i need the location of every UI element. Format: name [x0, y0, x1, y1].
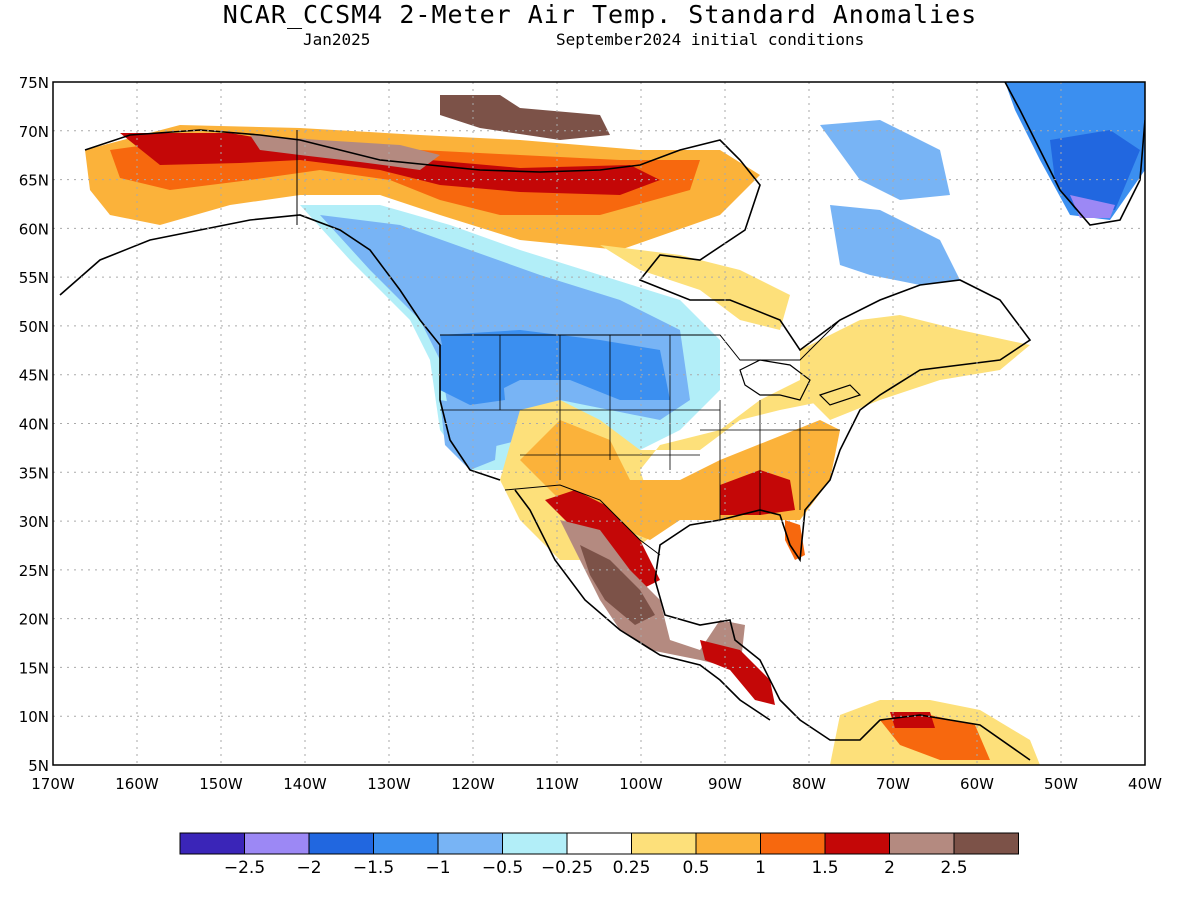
- lon-tick-label: 40W: [1128, 775, 1162, 793]
- greenland-purple-area: [1070, 195, 1115, 218]
- colorbar-swatch: [824, 832, 890, 855]
- lat-tick-label: 20N: [19, 611, 49, 629]
- west-coast-lightblue-area: [440, 400, 500, 470]
- colorbar-swatch: [373, 832, 439, 855]
- lat-tick-label: 50N: [19, 318, 49, 336]
- colorbar-swatch: [631, 832, 697, 855]
- colorbar-swatch: [566, 832, 632, 855]
- great-lakes-outline: [739, 359, 862, 406]
- lat-tick-label: 55N: [19, 269, 49, 287]
- colorbar: −2.5 −2 −1.5 −1 −0.5 −0.25 0.25 0.5 1 1.5 2 2.5: [179, 832, 1019, 878]
- colorbar-label: −0.5: [482, 858, 523, 878]
- colorbar-label: −2: [296, 858, 321, 878]
- lon-tick-label: 50W: [1044, 775, 1078, 793]
- lon-tick-label: 110W: [535, 775, 579, 793]
- north-america-coastline: [59, 129, 1032, 761]
- lon-tick-label: 100W: [619, 775, 663, 793]
- lon-tick-label: 140W: [283, 775, 327, 793]
- colorbar-swatch: [179, 832, 245, 855]
- lon-tick-label: 170W: [31, 775, 75, 793]
- mexico-brown-area: [560, 520, 745, 670]
- lon-tick-label: 90W: [708, 775, 742, 793]
- colorbar-swatch: [953, 832, 1019, 855]
- lat-tick-label: 65N: [19, 172, 49, 190]
- lat-tick-label: 15N: [19, 659, 49, 677]
- colorbar-label: −2.5: [224, 858, 265, 878]
- us-state-lines: [440, 335, 840, 520]
- lon-tick-label: 130W: [367, 775, 411, 793]
- colorbar-swatch: [308, 832, 374, 855]
- arctic-islands-brown-area: [440, 95, 610, 140]
- colorbar-swatch: [760, 832, 826, 855]
- lon-tick-label: 160W: [115, 775, 159, 793]
- colorbar-label: 2: [884, 858, 895, 878]
- lat-tick-label: 75N: [19, 74, 49, 92]
- us-mexico-border: [504, 484, 661, 556]
- colorbar-swatch: [244, 832, 310, 855]
- lon-tick-label: 120W: [451, 775, 495, 793]
- central-america-red-area: [700, 640, 775, 705]
- lat-lon-gridlines: [53, 82, 1145, 765]
- colorbar-swatch: [889, 832, 955, 855]
- labrador-blue-area: [830, 205, 960, 285]
- colorbar-swatch: [695, 832, 761, 855]
- lat-tick-label: 40N: [19, 416, 49, 434]
- us-canada-border: [440, 319, 841, 361]
- lon-tick-label: 60W: [960, 775, 994, 793]
- colorbar-label: 1.5: [811, 858, 838, 878]
- greenland-darkblue-area: [1050, 130, 1140, 210]
- lat-tick-label: 10N: [19, 708, 49, 726]
- east-canada-yellow-area: [800, 315, 1030, 420]
- map-frame: [52, 81, 1146, 766]
- chart-title: NCAR_CCSM4 2-Meter Air Temp. Standard An…: [222, 0, 978, 29]
- colorbar-label: −0.25: [541, 858, 593, 878]
- lat-tick-label: 60N: [19, 220, 49, 238]
- colorbar-boxes: [179, 832, 1019, 855]
- colorbar-label: 2.5: [940, 858, 967, 878]
- baffin-blue-area: [820, 120, 950, 200]
- southeast-red-area: [720, 470, 795, 515]
- init-conditions-label: September2024 initial conditions: [556, 30, 865, 49]
- lat-tick-label: 35N: [19, 464, 49, 482]
- lat-tick-label: 25N: [19, 562, 49, 580]
- colorbar-label: 0.5: [682, 858, 709, 878]
- coastlines: [59, 82, 1145, 761]
- colorbar-label: −1: [425, 858, 450, 878]
- florida-orange-area: [785, 520, 805, 560]
- greenland-coastline: [1004, 82, 1145, 226]
- mexico-darkbrown-area: [580, 545, 655, 625]
- axis-labels: 75N 70N 65N 60N 55N 50N 45N 40N 35N 30N 25N 20N 15N 1…: [19, 74, 1162, 793]
- lon-tick-label: 150W: [199, 775, 243, 793]
- lat-tick-label: 5N: [28, 757, 49, 775]
- south-america-red-area: [890, 712, 935, 728]
- colorbar-label: 0.25: [613, 858, 651, 878]
- colorbar-label: 1: [755, 858, 766, 878]
- colorbar-label: −1.5: [353, 858, 394, 878]
- hudson-warm-tongue: [600, 245, 790, 330]
- lat-tick-label: 70N: [19, 123, 49, 141]
- lat-tick-label: 45N: [19, 367, 49, 385]
- political-borders: [296, 130, 841, 556]
- colorbar-swatch: [437, 832, 503, 855]
- pacific-northwest-blue-area: [440, 345, 505, 405]
- colorbar-swatch: [502, 832, 568, 855]
- lon-tick-label: 70W: [876, 775, 910, 793]
- colorbar-labels: −2.5 −2 −1.5 −1 −0.5 −0.25 0.25 0.5 1 1.5 2 2.5: [224, 858, 968, 878]
- lon-tick-label: 80W: [792, 775, 826, 793]
- lat-tick-label: 30N: [19, 513, 49, 531]
- valid-month-label: Jan2025: [303, 30, 371, 49]
